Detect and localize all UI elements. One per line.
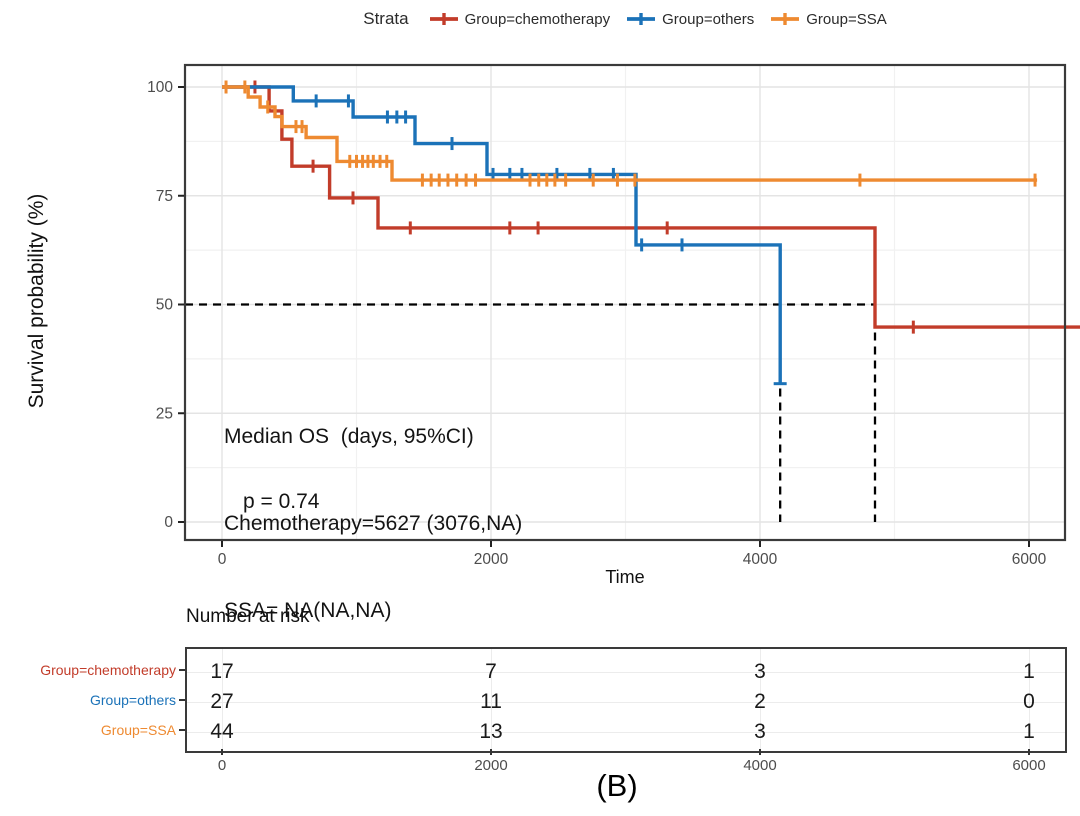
risk-count-cell: 3 xyxy=(754,720,766,743)
risk-gridline-h xyxy=(187,702,1065,703)
risk-axis-label: 4000 xyxy=(743,757,777,774)
risk-count-cell: 1 xyxy=(1023,660,1035,683)
x-tick-label: 0 xyxy=(218,551,227,568)
survival-curve-group-ssa xyxy=(222,85,1038,182)
risk-count-cell: 11 xyxy=(480,690,502,713)
risk-count-cell: 3 xyxy=(754,660,766,683)
legend-label-others: Group=others xyxy=(662,10,755,28)
risk-count-cell: 44 xyxy=(210,720,234,743)
x-axis-title: Time xyxy=(605,567,645,587)
legend-title: Strata xyxy=(363,9,409,28)
risk-axis-tick xyxy=(1028,749,1030,755)
risk-count-cell: 17 xyxy=(210,660,234,683)
risk-axis-label: 2000 xyxy=(474,757,508,774)
risk-gridline-v xyxy=(491,649,492,751)
risk-row-tick xyxy=(179,729,185,731)
risk-row-tick xyxy=(179,699,185,701)
median-annotation-title: Median OS (days, 95%CI) xyxy=(224,425,474,448)
legend-label-ssa: Group=SSA xyxy=(806,10,887,28)
survival-plot: 0 2000 4000 6000 0 25 50 75 100 xyxy=(147,63,1080,568)
legend-item-ssa: Group=SSA xyxy=(770,10,887,28)
y-tick-label: 25 xyxy=(156,405,173,422)
legend-label-chemotherapy: Group=chemotherapy xyxy=(464,10,611,28)
risk-count-cell: 13 xyxy=(479,720,503,743)
risk-gridline-v xyxy=(1029,649,1030,751)
risk-table-panel: 17 7 3 1 27 11 2 0 44 13 3 1 xyxy=(185,647,1067,753)
plot-panel-border xyxy=(183,63,1067,542)
risk-row-tick xyxy=(179,669,185,671)
risk-table-title: Number at risk xyxy=(186,606,310,627)
median-annotation-chemo: Chemotherapy=5627 (3076,NA) xyxy=(224,512,523,535)
p-value-annotation: p = 0.74 xyxy=(243,490,320,513)
risk-axis-tick xyxy=(490,749,492,755)
figure-panel-label: (B) xyxy=(596,768,638,803)
y-tick-label: 75 xyxy=(156,188,173,205)
legend-item-others: Group=others xyxy=(626,11,754,28)
legend-key-icon-ssa xyxy=(771,13,800,25)
risk-gridline-h xyxy=(187,672,1065,673)
x-tick-label: 6000 xyxy=(1012,551,1047,568)
median-annotation-ssa: SSA= NA(NA,NA) xyxy=(224,599,392,622)
risk-gridline-h xyxy=(187,732,1065,733)
legend-item-chemotherapy: Group=chemotherapy xyxy=(429,10,611,28)
risk-axis-tick xyxy=(221,749,223,755)
risk-table-row-labels: Group=chemotherapy Group=others Group=SS… xyxy=(0,647,185,749)
risk-count-cell: 27 xyxy=(210,690,234,713)
legend-key-icon-chemotherapy xyxy=(429,13,458,25)
risk-row-label-others: Group=others xyxy=(90,692,176,708)
survival-curve-group-others xyxy=(222,85,782,384)
risk-count-cell: 0 xyxy=(1023,690,1035,713)
x-tick-label: 2000 xyxy=(474,551,509,568)
survival-curve-group-chemotherapy xyxy=(222,85,1080,329)
x-tick-label: 4000 xyxy=(743,551,778,568)
legend: Strata Group=chemotherapy Group=others G… xyxy=(185,4,1065,34)
y-tick-label: 0 xyxy=(164,514,173,531)
y-tick-label: 100 xyxy=(147,79,173,96)
risk-count-cell: 7 xyxy=(485,660,497,683)
y-tick-label: 50 xyxy=(156,297,174,314)
y-axis-title: Survival probability (%) xyxy=(25,193,48,409)
risk-axis-label: 6000 xyxy=(1012,757,1046,774)
legend-key-icon-others xyxy=(627,13,656,25)
risk-count-cell: 2 xyxy=(754,690,766,713)
median-annotation: Median OS (days, 95%CI) Chemotherapy=562… xyxy=(224,364,522,683)
risk-gridline-v xyxy=(760,649,761,751)
risk-row-label-ssa: Group=SSA xyxy=(100,722,176,738)
risk-gridline-v xyxy=(222,649,223,751)
risk-axis-tick xyxy=(759,749,761,755)
risk-row-label-chemotherapy: Group=chemotherapy xyxy=(40,662,176,678)
risk-axis-label: 0 xyxy=(217,757,227,774)
risk-count-cell: 1 xyxy=(1023,720,1035,743)
